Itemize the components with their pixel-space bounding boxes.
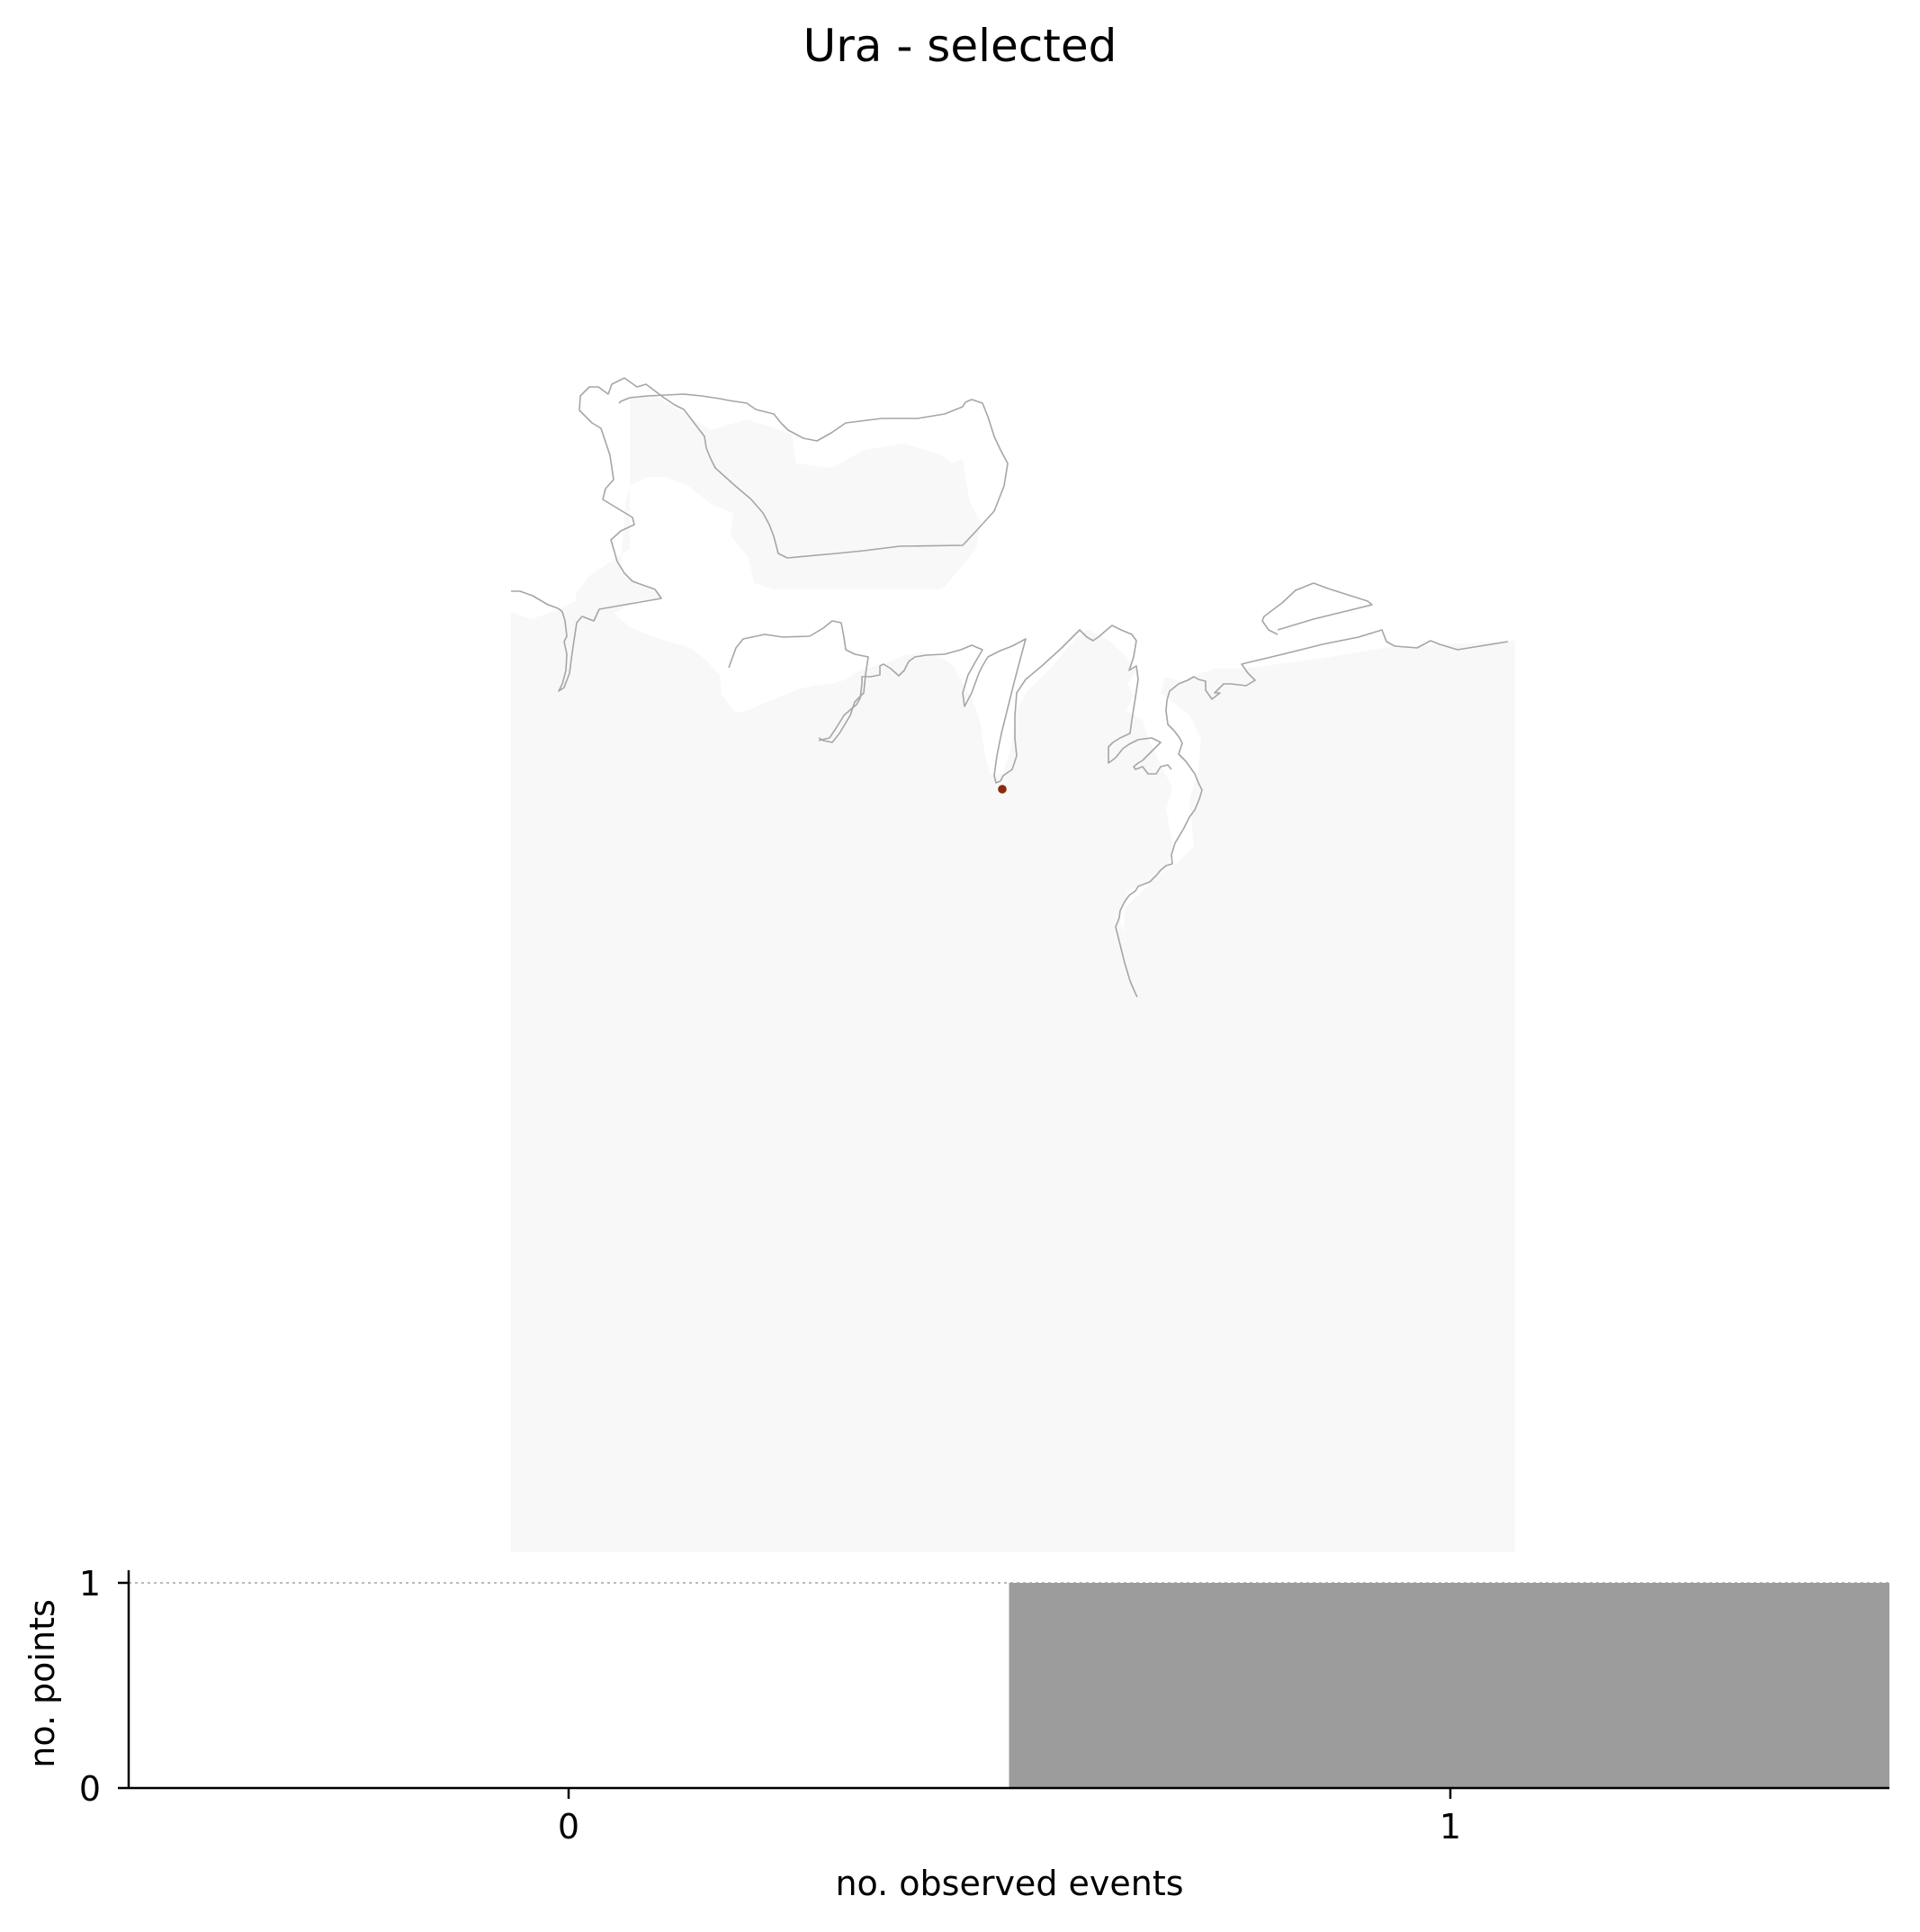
coastline-island-east [1261, 582, 1373, 635]
x-axis-label: no. observed events [835, 1864, 1183, 1903]
coastline-fjord-2 [818, 638, 1027, 784]
x-tick-label: 0 [558, 1807, 579, 1847]
land-island-north [576, 394, 981, 630]
coastline-east [1115, 629, 1509, 998]
histogram-bars [1009, 1583, 1889, 1788]
histogram-panel: 0 1 0 1 no. observed events no. points [22, 1564, 1889, 1903]
y-tick-label: 1 [79, 1564, 101, 1604]
histogram-bar-1 [1009, 1583, 1889, 1788]
land-mass [511, 598, 1515, 1552]
coastline-fjord-3 [1000, 625, 1172, 782]
map-panel [511, 377, 1515, 1552]
coastline-fjord-1 [728, 620, 869, 743]
y-axis-label: no. points [22, 1599, 62, 1768]
x-tick-label: 1 [1440, 1807, 1461, 1847]
selected-station-marker[interactable] [998, 785, 1007, 794]
figure-title: Ura - selected [803, 20, 1117, 72]
y-tick-label: 0 [79, 1769, 101, 1809]
coastline [511, 377, 1009, 692]
